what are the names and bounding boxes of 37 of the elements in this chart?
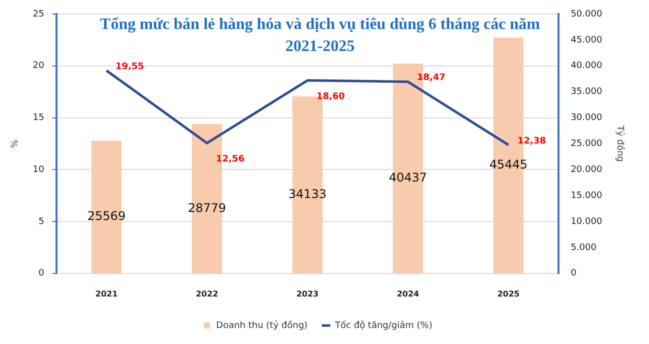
y-tick-label: 5 [38, 216, 44, 227]
data-label: 18,60 [316, 92, 345, 102]
y2-tick-label: 20.000 [570, 164, 602, 175]
y2-tick-label: 15.000 [570, 190, 602, 201]
data-label: 34133 [288, 186, 327, 201]
x-tick-label: 2024 [396, 289, 420, 298]
data-label: 45445 [489, 158, 528, 172]
text: Tổng mức bán lẻ hàng hóa và dịch vụ tiêu dùng 6 tháng các năm 2021-2025 [99, 15, 541, 57]
y-tick-label: 10 [32, 164, 45, 175]
y-tick-label: 20 [32, 61, 45, 72]
data-label: 12,56 [216, 154, 244, 164]
y-axis-title: % [10, 138, 21, 148]
x-tick-label: 2022 [196, 289, 218, 298]
y-tick-label: 15 [32, 113, 44, 124]
y2-tick-label: 10.000 [570, 216, 602, 227]
y2-tick-label: 30.000 [570, 113, 602, 124]
y2-tick-label: 0 [570, 268, 577, 279]
x-tick-label: 2021 [95, 289, 118, 298]
y-tick-label: 0 [38, 268, 45, 279]
data-label: 19,55 [116, 62, 144, 72]
y-tick-label: 25 [32, 9, 44, 20]
data-label: 28779 [188, 200, 226, 215]
y2-tick-label: 50.000 [570, 9, 602, 20]
legend-label: Tốc độ tăng/giảm (%) [334, 320, 432, 331]
y2-tick-label: 5.000 [570, 242, 597, 253]
x-tick-label: 2023 [296, 289, 319, 298]
y2-tick-label: 45.000 [570, 35, 602, 46]
y2-tick-label: 35.000 [570, 87, 602, 98]
data-label: 12,38 [517, 136, 546, 146]
data-label: 18,47 [416, 73, 446, 84]
x-tick-label: 2025 [497, 289, 520, 298]
data-label: 25569 [87, 209, 126, 224]
y2-tick-label: 25.000 [570, 139, 602, 150]
legend-label: Doanh thu (tỷ đồng) [216, 320, 308, 331]
data-label: 40437 [388, 170, 428, 185]
y2-axis-title: Tỷ đồng [614, 124, 626, 162]
y2-tick-label: 40.000 [570, 61, 602, 72]
